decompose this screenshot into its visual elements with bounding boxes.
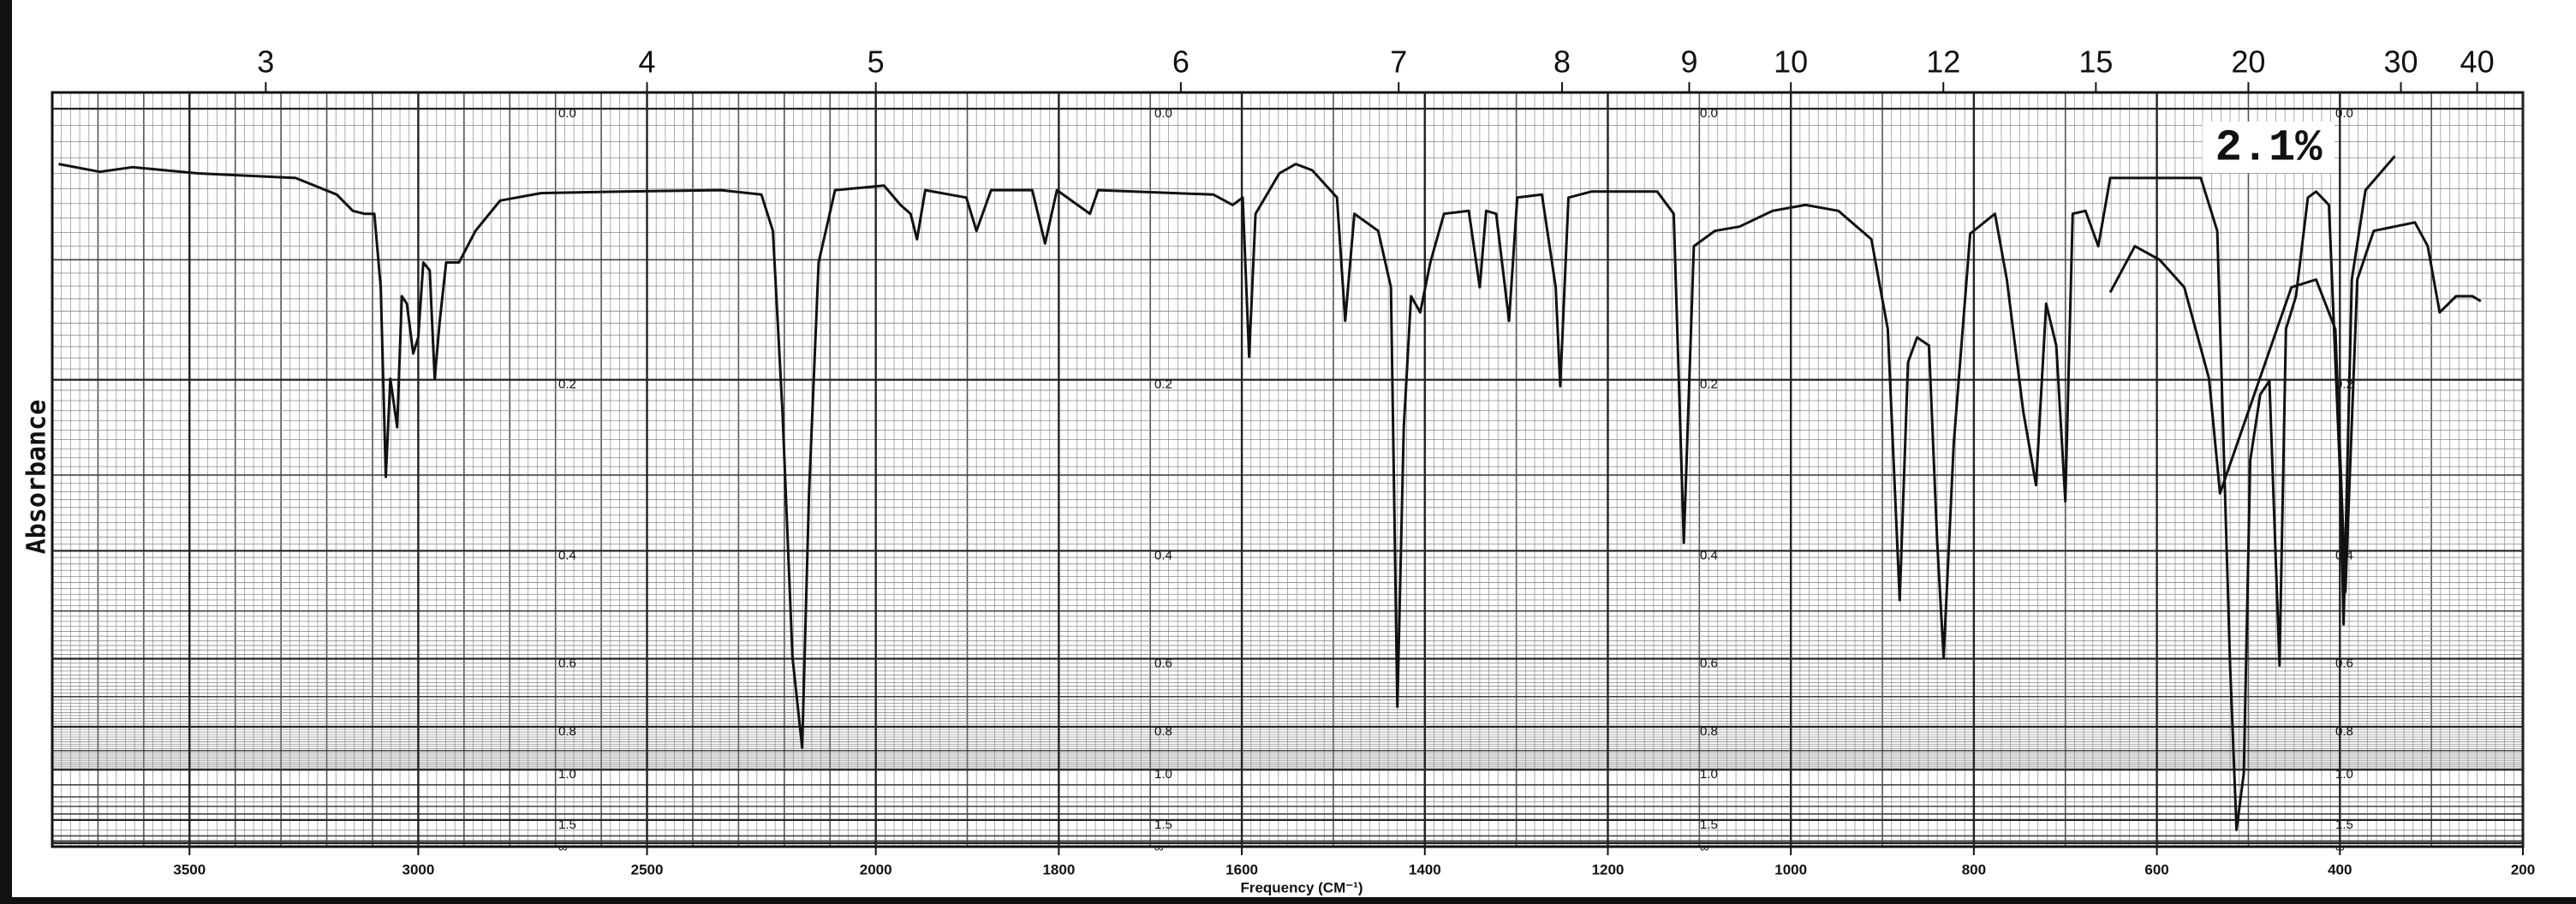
y-tick-label: 0.0 <box>2335 106 2353 121</box>
annotation: 2.1% <box>2215 123 2323 174</box>
spectrum-line <box>58 155 2396 831</box>
y-tick-label: 0.6 <box>1700 656 1718 670</box>
x2-tick-label: 3 <box>257 45 274 80</box>
x-tick-label: 3000 <box>402 861 434 877</box>
x-tick-label: 2000 <box>860 861 892 877</box>
x-tick-label: 200 <box>2511 861 2535 877</box>
y-tick-label: 1.5 <box>2335 818 2353 832</box>
x2-tick-label: 10 <box>1774 45 1808 80</box>
x-axis-label: Frequency (CM⁻¹) <box>1240 879 1363 895</box>
y-tick-label: 0.2 <box>558 378 576 392</box>
y-tick-label: 0.6 <box>2335 656 2353 670</box>
y-tick-label: ∞ <box>1700 841 1709 855</box>
y-tick-label: 1.0 <box>558 767 576 782</box>
y-axis-label: Absorbance <box>22 400 52 555</box>
x-tick-label: 1200 <box>1592 861 1625 877</box>
x2-tick-label: 6 <box>1172 45 1190 80</box>
x-tick-label: 400 <box>2328 861 2352 877</box>
y-tick-label: ∞ <box>1154 841 1164 855</box>
x-tick-label: 800 <box>1962 861 1986 877</box>
x-tick-label: 2500 <box>631 861 664 877</box>
y-tick-label: 1.0 <box>1154 767 1172 782</box>
x2-tick-label: 15 <box>2078 45 2113 80</box>
x-tick-label: 600 <box>2144 861 2168 877</box>
y-tick-label: 0.6 <box>1154 656 1172 670</box>
scan-edge <box>0 897 2576 904</box>
x2-tick-label: 8 <box>1553 45 1571 80</box>
y-tick-label: 0.0 <box>1700 106 1718 121</box>
x2-tick-label: 12 <box>1926 45 1960 80</box>
y-tick-label: 0.4 <box>558 548 576 562</box>
x-tick-label: 1600 <box>1225 861 1258 877</box>
y-tick-label: 0.2 <box>1154 378 1172 392</box>
y-tick-label: ∞ <box>2335 841 2345 855</box>
y-tick-label: ∞ <box>558 841 568 855</box>
scan-edge <box>0 0 12 904</box>
annotation-box <box>2203 122 2334 173</box>
y-tick-label: 1.0 <box>2335 767 2353 782</box>
y-tick-label: 1.5 <box>1700 818 1718 832</box>
x-tick-label: 3500 <box>173 861 206 877</box>
marks <box>58 155 2482 831</box>
grid <box>51 92 2524 847</box>
y-tick-label: 0.8 <box>1154 724 1172 739</box>
y-tick-label: 0.0 <box>1154 106 1172 121</box>
x2-tick-label: 5 <box>868 45 885 80</box>
x2-tick-label: 30 <box>2384 45 2418 80</box>
x-tick-label: 1800 <box>1042 861 1075 877</box>
y-tick-label: 0.6 <box>558 656 576 670</box>
y-tick-label: 0.8 <box>2335 724 2353 739</box>
axes: 3500 3000 2500 2000 1800 1600 1400 1200 1000 800 6… <box>51 45 2535 877</box>
y-tick-label: 1.5 <box>558 818 576 832</box>
y-tick-label: 1.5 <box>1154 818 1172 832</box>
y-tick-label: 1.0 <box>1700 767 1718 782</box>
x-tick-label: 1000 <box>1774 861 1807 877</box>
y-tick-label: 0.2 <box>1700 378 1718 392</box>
x-tick-label: 1400 <box>1409 861 1441 877</box>
spectrum-line <box>2108 221 2482 594</box>
x2-tick-label: 20 <box>2231 45 2265 80</box>
y-tick-label: 0.4 <box>1154 548 1172 562</box>
x2-tick-label: 4 <box>639 45 656 80</box>
x2-tick-label: 9 <box>1680 45 1697 80</box>
y-tick-label: 0.8 <box>558 724 576 739</box>
y-tick-label: 0.0 <box>558 106 576 121</box>
y-tick-label: 0.4 <box>1700 548 1718 562</box>
x2-tick-label: 7 <box>1390 45 1407 80</box>
x2-tick-label: 40 <box>2460 45 2495 80</box>
y-tick-label: 0.8 <box>1700 724 1718 739</box>
